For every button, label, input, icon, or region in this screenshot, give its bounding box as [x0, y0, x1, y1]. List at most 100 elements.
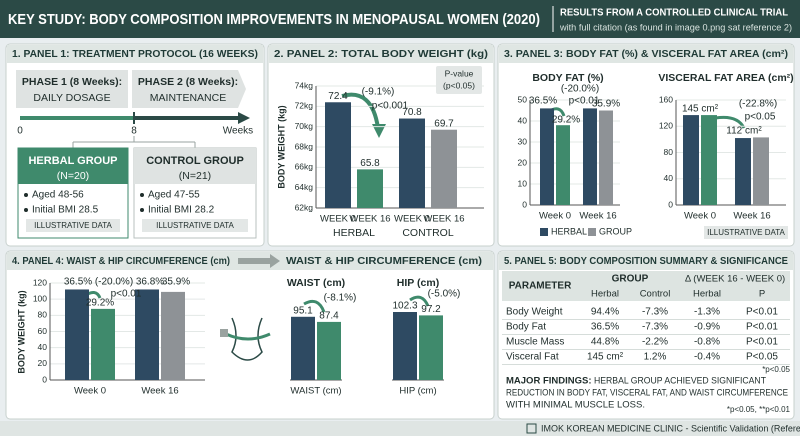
chart-title: BODY FAT (%)	[532, 72, 603, 84]
badge-label: ILLUSTRATIVE DATA	[156, 221, 234, 230]
group-label: HERBAL	[333, 227, 375, 239]
footer: IMOK KOREAN MEDICINE CLINIC - Scientific…	[541, 423, 800, 433]
panel-strip	[269, 45, 493, 63]
group-item: Initial BMI 28.2	[148, 205, 215, 216]
trend-arrow	[341, 92, 380, 129]
annotation: 145 cm²	[682, 104, 719, 115]
findings-text: HERBAL GROUP ACHIEVED SIGNIFICANT	[594, 376, 766, 387]
bullet	[24, 208, 28, 212]
y-axis-label: BODY WEIGHT (kg)	[16, 290, 26, 373]
badge-label: ILLUSTRATIVE DATA	[707, 228, 785, 237]
annotation: 29.2%	[86, 298, 114, 309]
citation: with full citation (as found in image 0.…	[559, 22, 792, 32]
panel-strip	[7, 45, 263, 63]
trend-arrow-head	[372, 124, 386, 138]
y-tick-label: 120	[33, 277, 47, 287]
group-header	[134, 148, 256, 184]
tape-measure	[225, 332, 271, 341]
bar	[325, 102, 351, 208]
annotation: (-9.1%)	[362, 87, 395, 98]
badge	[142, 219, 248, 232]
y-tick-label: 50	[518, 94, 528, 104]
bar	[291, 316, 315, 380]
bar	[431, 129, 457, 208]
table-cell: -1.3%	[694, 307, 720, 318]
annotation: (-5.0%)	[428, 289, 461, 300]
table-cell: 36.5%	[591, 322, 619, 333]
findings-text: REDUCTION IN BODY FAT, VISCERAL FAT, AND…	[506, 388, 788, 399]
y-tick-label: 40	[38, 342, 48, 352]
table-cell: Body Fat	[506, 322, 546, 333]
annotation: 35.9%	[162, 277, 190, 288]
page-title: KEY STUDY: BODY COMPOSITION IMPROVEMENTS…	[8, 11, 540, 28]
annotation: 112 cm²	[726, 126, 762, 137]
phase-title: PHASE 1 (8 Weeks):	[22, 76, 122, 88]
group-item: Initial BMI 28.5	[32, 205, 99, 216]
x-tick-label: Week 0	[684, 211, 716, 222]
x-tick-label: WAIST (cm)	[290, 386, 341, 397]
chart-title: WAIST (cm)	[287, 277, 345, 289]
legend-label: GROUP	[599, 226, 632, 236]
y-tick-label: 10	[518, 178, 528, 188]
y-tick-label: 20	[38, 358, 48, 368]
group-name: CONTROL GROUP	[146, 155, 244, 167]
trend-arrow	[303, 299, 326, 313]
bar	[683, 115, 699, 205]
y-tick-label: 40	[518, 115, 528, 125]
panel-title: 4. PANEL 4: WAIST & HIP CIRCUMFERENCE (c…	[12, 255, 230, 267]
value-label: 87.4	[319, 311, 339, 322]
value-label: 72.4	[328, 91, 348, 102]
arrow	[238, 254, 280, 268]
y-tick-label: 72kg	[295, 101, 314, 111]
panel-strip	[499, 252, 793, 270]
y-tick-label: 20	[518, 157, 528, 167]
x-tick-label: Week 16	[733, 211, 770, 222]
bar	[399, 118, 425, 208]
x-tick-label: WEEK 0	[394, 214, 430, 225]
table-subheader: Herbal	[693, 289, 721, 300]
y-tick-label: 100	[33, 293, 47, 303]
timeline-label: Weeks	[223, 126, 253, 137]
table-cell: Visceral Fat	[506, 352, 559, 363]
y-tick-label: 80	[664, 147, 674, 157]
y-tick-label: 0	[522, 199, 527, 209]
panel-title: 3. PANEL 3: BODY FAT (%) & VISCERAL FAT …	[504, 48, 788, 60]
bar	[357, 169, 383, 208]
value-label: 65.8	[360, 158, 380, 169]
legend-label: HERBAL	[551, 226, 587, 236]
table-cell: -0.8%	[694, 337, 720, 348]
panel-title: 5. PANEL 5: BODY COMPOSITION SUMMARY & S…	[504, 255, 788, 267]
bullet	[24, 193, 28, 197]
value-label: 69.7	[434, 118, 454, 129]
bar	[735, 138, 751, 205]
x-tick-label: HIP (cm)	[399, 386, 436, 397]
table-cell: P<0.01	[746, 337, 778, 348]
table-note: *p<0.05	[762, 365, 790, 374]
bar	[599, 110, 613, 205]
table-cell: P<0.05	[746, 352, 778, 363]
y-tick-label: 68kg	[295, 141, 314, 151]
x-tick-label: Week 16	[141, 386, 178, 397]
y-tick-label: 40	[664, 173, 674, 183]
phase-label: MAINTENANCE	[150, 92, 226, 104]
y-tick-label: 70kg	[295, 121, 314, 131]
table-subheader: Herbal	[591, 289, 619, 300]
annotation: 35.9%	[592, 99, 620, 110]
bar	[65, 289, 89, 380]
x-tick-label: Week 0	[74, 386, 106, 397]
badge	[26, 219, 120, 232]
table-cell: Body Weight	[506, 307, 563, 318]
panel-4	[5, 250, 495, 420]
note: (p<0.05)	[443, 80, 475, 90]
group-header	[18, 148, 128, 184]
annotation: p<0.01	[569, 96, 600, 107]
y-tick-label: 0	[668, 199, 673, 209]
value-label: 95.1	[293, 305, 313, 316]
table-cell: -0.9%	[694, 322, 720, 333]
table-header: GROUP	[612, 274, 649, 285]
table-header: Δ (WEEK 16 - WEEK 0)	[685, 274, 785, 285]
y-tick-label: 66kg	[295, 162, 314, 172]
table-cell: -0.4%	[694, 352, 720, 363]
group-name: HERBAL GROUP	[28, 155, 117, 167]
annotation: 36.5%	[529, 96, 557, 107]
